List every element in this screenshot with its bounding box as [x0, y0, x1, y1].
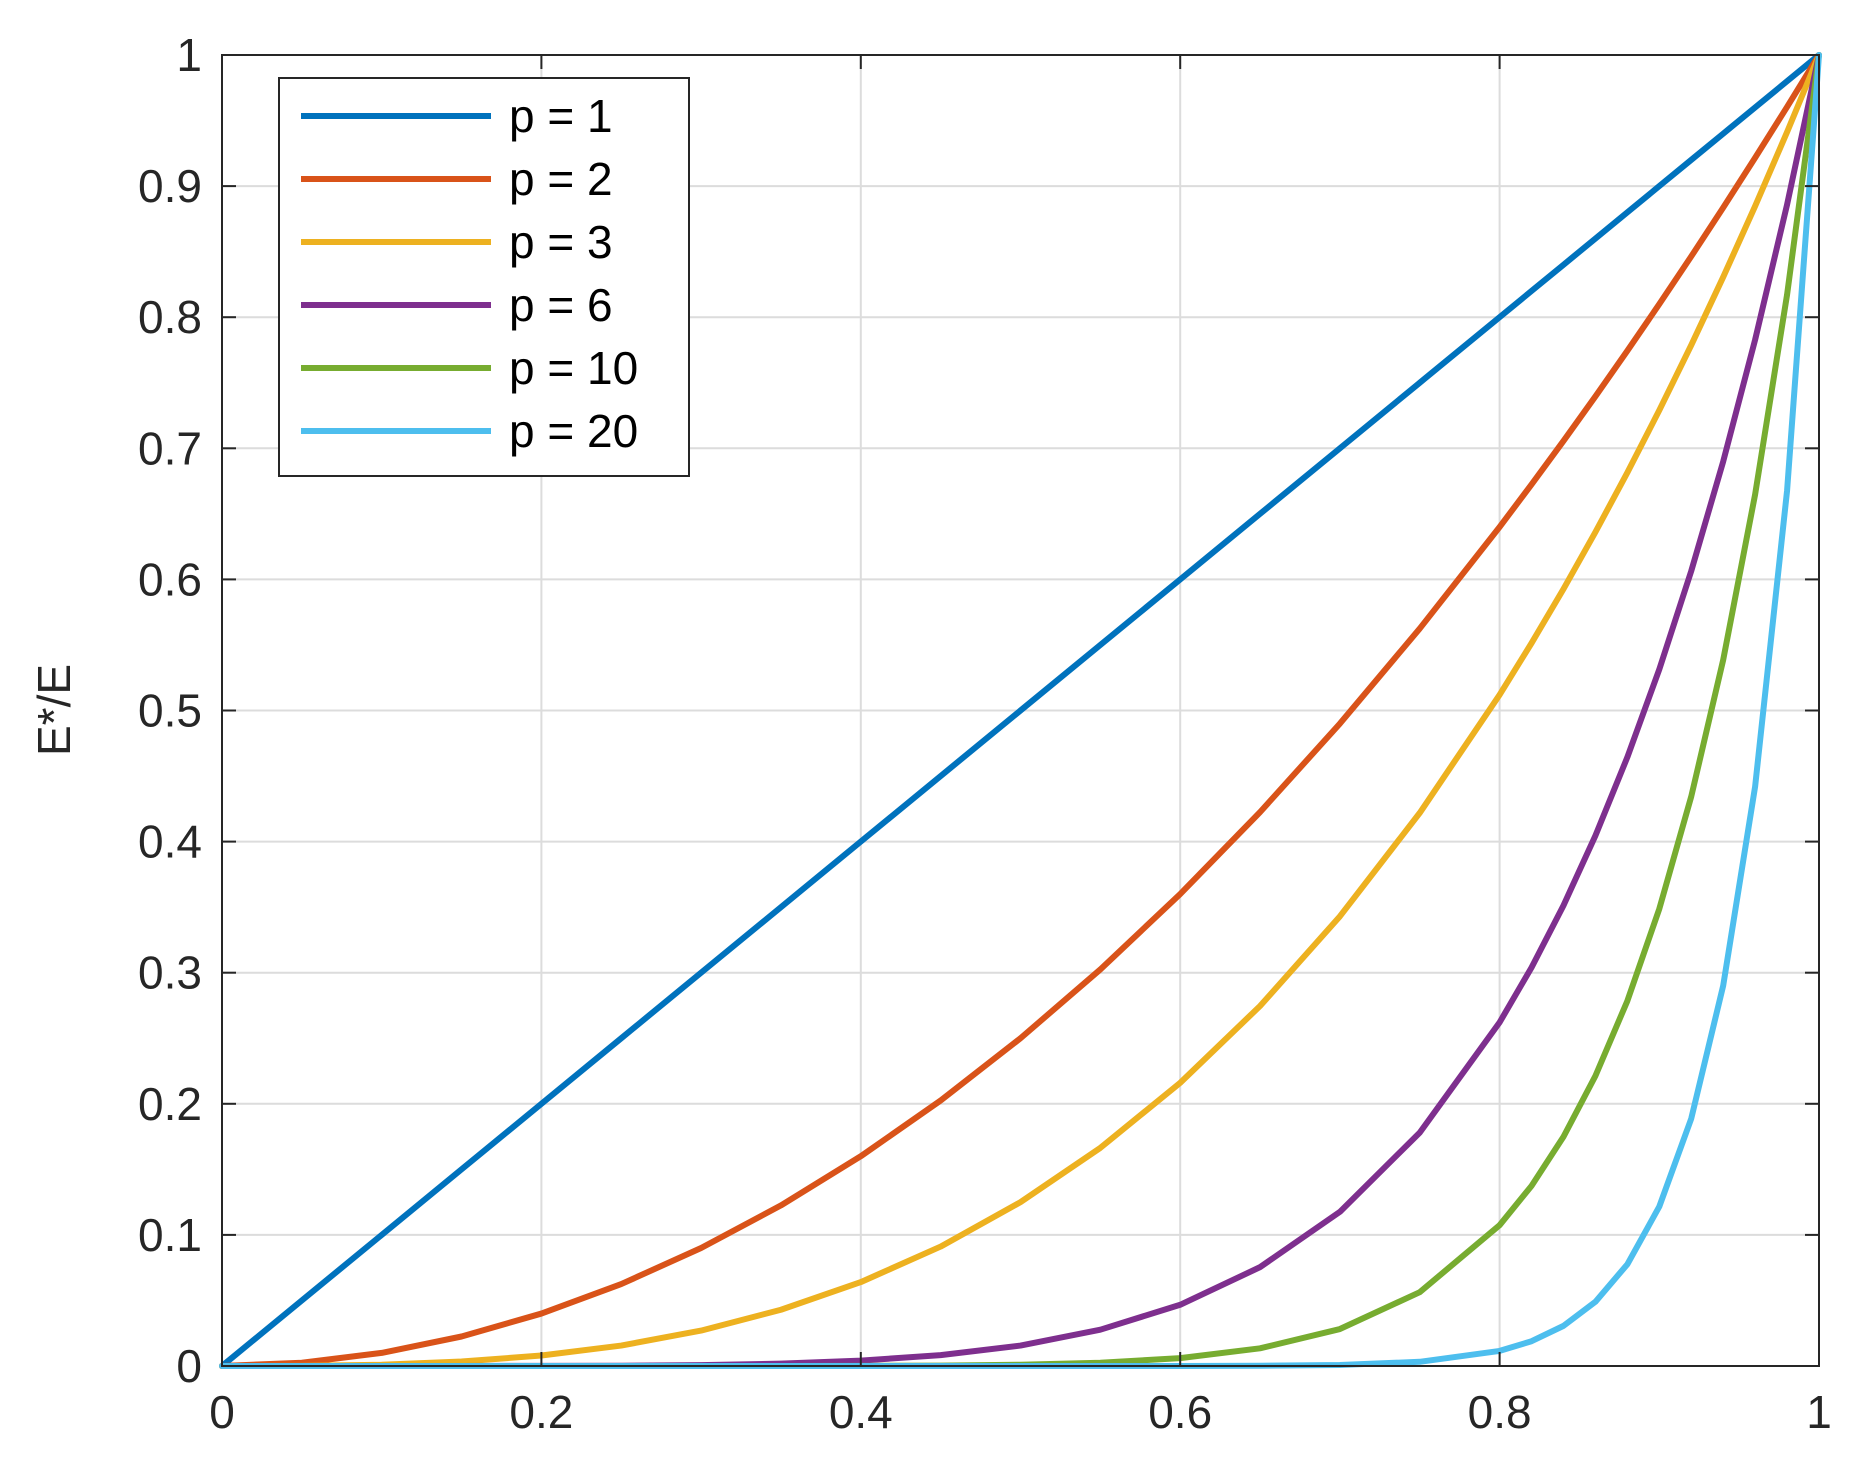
x-tick-label: 0.8 [1468, 1386, 1532, 1438]
y-tick-label: 0.1 [138, 1209, 202, 1261]
y-tick-label: 0.8 [138, 291, 202, 343]
legend-box [278, 77, 690, 477]
y-tick-label: 0.3 [138, 947, 202, 999]
y-tick-label: 0.2 [138, 1078, 202, 1130]
legend-label: p = 3 [509, 216, 613, 268]
legend-label: p = 6 [509, 279, 613, 331]
x-tick-label: 1 [1806, 1386, 1832, 1438]
y-tick-label: 0.6 [138, 553, 202, 605]
series-line-1 [219, 52, 1822, 1369]
legend-label: p = 20 [509, 405, 638, 457]
series-line-2 [219, 52, 1822, 1369]
y-tick-label: 0.4 [138, 816, 202, 868]
y-tick-label: 0.9 [138, 160, 202, 212]
grid-layer [221, 54, 1820, 1367]
x-tick-label: 0.2 [509, 1386, 573, 1438]
tick-layer: 0 0.2 0.4 0.6 0.8 1 0 0.1 0.2 0.3 0.4 0.5 0.6 0.7 0.8 0… [138, 29, 1832, 1438]
legend-label: p = 1 [509, 90, 613, 142]
legend-label: p = 10 [509, 342, 638, 394]
series-line-3 [219, 52, 1822, 1369]
y-tick-label: 0.5 [138, 685, 202, 737]
legend: p = 1 p = 2 p = 3 p = 6 p = 10 p = 20 [278, 77, 690, 477]
y-tick-label: 0 [176, 1340, 202, 1392]
y-tick-label: 0.7 [138, 422, 202, 474]
y-axis-title: E*/E [28, 664, 80, 756]
x-tick-label: 0.6 [1148, 1386, 1212, 1438]
x-tick-label: 0 [209, 1386, 235, 1438]
legend-label: p = 2 [509, 153, 613, 205]
x-tick-label: 0.4 [829, 1386, 893, 1438]
y-tick-label: 1 [176, 29, 202, 81]
